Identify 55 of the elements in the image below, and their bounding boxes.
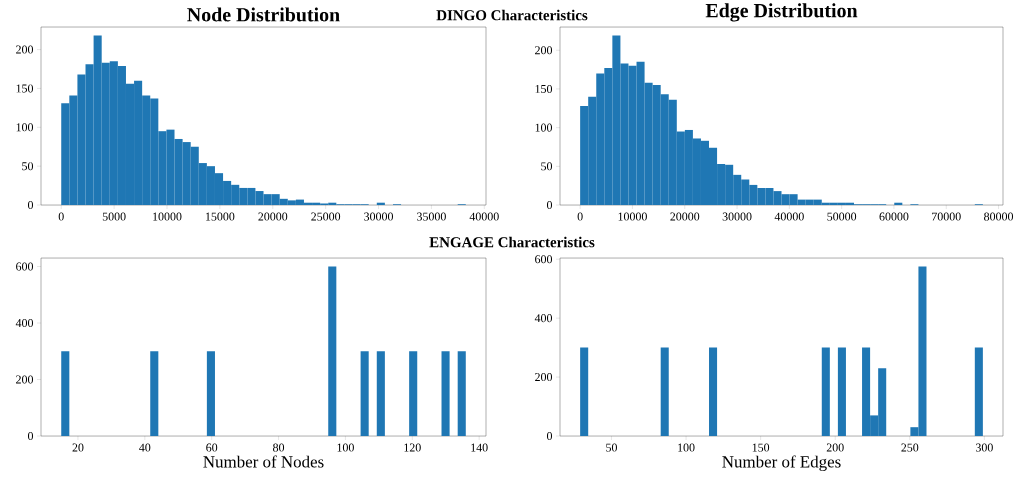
y-tick-label: 0	[546, 200, 553, 210]
x-tick-label: 100	[678, 443, 695, 452]
x-tick-label: 80000	[984, 212, 1014, 221]
x-tick-label: 0	[577, 212, 583, 221]
x-tick-label: 35000	[417, 212, 446, 221]
x-tick-label: 30000	[722, 212, 752, 221]
x-tick-label: 120	[404, 443, 421, 452]
x-tick-label: 50000	[827, 212, 857, 221]
y-tick-label: 200	[16, 45, 34, 54]
y-tick-label: 400	[534, 314, 553, 323]
y-tick-label: 50	[541, 162, 553, 171]
x-tick-label: 0	[58, 212, 64, 221]
y-tick-label: 0	[546, 431, 553, 441]
x-tick-label: 20000	[670, 212, 700, 221]
x-tick-label: 80	[273, 443, 285, 452]
y-tick-label: 200	[16, 375, 34, 384]
x-tick-label: 30000	[364, 212, 394, 221]
x-tick-label: 50	[606, 443, 617, 452]
y-tick-label: 50	[22, 162, 34, 171]
y-tick-label: 150	[16, 84, 34, 93]
x-tick-label: 250	[901, 443, 919, 452]
x-axis-title: Number of Nodes	[203, 455, 324, 468]
x-tick-label: 150	[752, 443, 770, 452]
x-tick-label: 5000	[102, 212, 126, 221]
chart-title: Node Distribution	[187, 7, 340, 22]
chart-title: Edge Distribution	[705, 3, 858, 22]
x-tick-label: 20	[72, 443, 84, 452]
x-tick-label: 15000	[205, 212, 235, 221]
x-tick-label: 10000	[153, 212, 182, 221]
text: ENGAGE Characteristics	[429, 236, 595, 248]
y-tick-label: 0	[27, 200, 34, 210]
x-tick-label: 140	[471, 443, 488, 452]
x-tick-label: 40	[139, 443, 151, 452]
x-tick-label: 25000	[311, 212, 341, 221]
x-tick-label: 70000	[932, 212, 961, 221]
x-tick-label: 40000	[774, 212, 804, 221]
x-tick-label: 300	[975, 443, 993, 452]
y-tick-label: 100	[16, 123, 34, 132]
y-tick-label: 200	[535, 46, 553, 55]
x-tick-label: 20000	[258, 212, 288, 221]
y-tick-label: 600	[16, 262, 34, 271]
y-tick-label: 600	[535, 255, 553, 264]
x-tick-label: 200	[826, 443, 844, 452]
x-axis-title: Number of Edges	[722, 455, 841, 472]
y-tick-label: 100	[535, 123, 553, 132]
y-tick-label: 400	[15, 318, 34, 328]
x-tick-label: 60000	[879, 212, 909, 221]
x-tick-label: 10000	[618, 212, 647, 221]
x-tick-label: 60	[206, 443, 218, 452]
x-tick-label: 100	[337, 443, 354, 452]
y-tick-label: 200	[535, 373, 553, 382]
y-tick-label: 150	[535, 84, 553, 93]
y-tick-label: 0	[27, 431, 34, 441]
x-tick-label: 40000	[469, 212, 499, 221]
text: DINGO Characteristics	[436, 9, 588, 21]
